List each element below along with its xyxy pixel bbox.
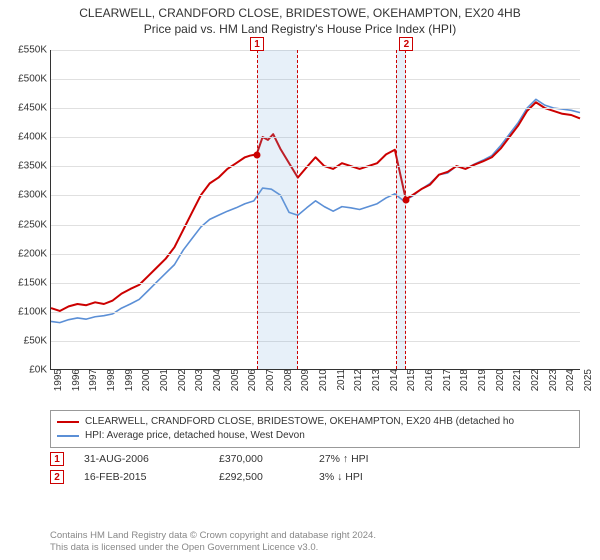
- x-axis-label: 1996: [69, 369, 82, 391]
- transaction-delta: 3% ↓ HPI: [319, 471, 419, 483]
- x-axis-label: 2004: [210, 369, 223, 391]
- title-address: CLEARWELL, CRANDFORD CLOSE, BRIDESTOWE, …: [0, 6, 600, 22]
- legend-label: HPI: Average price, detached house, West…: [85, 429, 305, 443]
- x-axis-label: 1997: [86, 369, 99, 391]
- transaction-index: 2: [50, 470, 64, 484]
- y-axis-label: £250K: [18, 219, 51, 230]
- x-axis-label: 2010: [316, 369, 329, 391]
- legend-item: CLEARWELL, CRANDFORD CLOSE, BRIDESTOWE, …: [57, 415, 573, 429]
- x-axis-label: 2006: [245, 369, 258, 391]
- x-axis-label: 2002: [175, 369, 188, 391]
- x-axis-label: 2000: [139, 369, 152, 391]
- footnote-line2: This data is licensed under the Open Gov…: [50, 542, 376, 554]
- x-axis-label: 2016: [422, 369, 435, 391]
- gridline-h: [51, 341, 580, 342]
- x-axis-label: 2015: [404, 369, 417, 391]
- legend-swatch: [57, 435, 79, 437]
- x-axis-label: 2007: [263, 369, 276, 391]
- x-axis-label: 2014: [387, 369, 400, 391]
- title-block: CLEARWELL, CRANDFORD CLOSE, BRIDESTOWE, …: [0, 0, 600, 37]
- x-axis-label: 2011: [334, 369, 347, 391]
- y-axis-label: £550K: [18, 45, 51, 56]
- x-axis-label: 2009: [298, 369, 311, 391]
- transaction-delta: 27% ↑ HPI: [319, 453, 419, 465]
- gridline-h: [51, 79, 580, 80]
- x-axis-label: 2013: [369, 369, 382, 391]
- y-axis-label: £100K: [18, 306, 51, 317]
- series-property: [51, 102, 580, 311]
- shaded-region: [257, 50, 298, 369]
- gridline-h: [51, 283, 580, 284]
- footnote: Contains HM Land Registry data © Crown c…: [50, 530, 376, 554]
- y-axis-label: £400K: [18, 132, 51, 143]
- gridline-h: [51, 225, 580, 226]
- x-axis-label: 2025: [581, 369, 594, 391]
- legend-label: CLEARWELL, CRANDFORD CLOSE, BRIDESTOWE, …: [85, 415, 514, 429]
- x-axis-label: 2005: [228, 369, 241, 391]
- y-axis-label: £350K: [18, 161, 51, 172]
- y-axis-label: £450K: [18, 103, 51, 114]
- gridline-h: [51, 195, 580, 196]
- x-axis-label: 2022: [528, 369, 541, 391]
- transaction-row: 2 16-FEB-2015£292,5003% ↓ HPI: [50, 468, 419, 486]
- transaction-date: 31-AUG-2006: [84, 453, 219, 465]
- sale-marker-dot: [403, 196, 410, 203]
- transaction-row: 1 31-AUG-2006£370,00027% ↑ HPI: [50, 450, 419, 468]
- x-axis-label: 1995: [51, 369, 64, 391]
- y-axis-label: £500K: [18, 74, 51, 85]
- gridline-h: [51, 312, 580, 313]
- gridline-h: [51, 254, 580, 255]
- line-svg: [51, 50, 580, 369]
- footnote-line1: Contains HM Land Registry data © Crown c…: [50, 530, 376, 542]
- x-axis-label: 2003: [192, 369, 205, 391]
- x-axis-label: 2018: [457, 369, 470, 391]
- x-axis-label: 2001: [157, 369, 170, 391]
- shaded-region: [396, 50, 407, 369]
- y-axis-label: £50K: [24, 335, 51, 346]
- gridline-h: [51, 137, 580, 138]
- y-axis-label: £200K: [18, 248, 51, 259]
- x-axis-label: 2012: [351, 369, 364, 391]
- gridline-h: [51, 166, 580, 167]
- chart-area: £0K £50K £100K £150K £200K £250K £300K £350K £40…: [0, 40, 600, 410]
- gridline-h: [51, 108, 580, 109]
- sale-marker-label: 2: [399, 37, 413, 51]
- sale-marker-dot: [253, 151, 260, 158]
- x-axis-label: 1998: [104, 369, 117, 391]
- x-axis-label: 2008: [281, 369, 294, 391]
- x-axis-label: 2021: [510, 369, 523, 391]
- y-axis-label: £0K: [29, 365, 51, 376]
- plot-area: £0K£50K£100K£150K£200K£250K£300K£350K£40…: [50, 50, 580, 370]
- title-subtitle: Price paid vs. HM Land Registry's House …: [0, 22, 600, 38]
- x-axis-label: 2017: [440, 369, 453, 391]
- legend-swatch: [57, 421, 79, 423]
- x-axis-label: 1999: [122, 369, 135, 391]
- transaction-date: 16-FEB-2015: [84, 471, 219, 483]
- x-axis-label: 2019: [475, 369, 488, 391]
- y-axis-label: £150K: [18, 277, 51, 288]
- y-axis-label: £300K: [18, 190, 51, 201]
- transaction-table: 1 31-AUG-2006£370,00027% ↑ HPI 2 16-FEB-201…: [50, 450, 419, 486]
- transaction-price: £370,000: [219, 453, 319, 465]
- gridline-h: [51, 50, 580, 51]
- x-axis-label: 2024: [563, 369, 576, 391]
- x-axis-label: 2020: [493, 369, 506, 391]
- legend-item: HPI: Average price, detached house, West…: [57, 429, 573, 443]
- x-axis-label: 2023: [546, 369, 559, 391]
- chart-container: CLEARWELL, CRANDFORD CLOSE, BRIDESTOWE, …: [0, 0, 600, 560]
- legend: CLEARWELL, CRANDFORD CLOSE, BRIDESTOWE, …: [50, 410, 580, 448]
- transaction-price: £292,500: [219, 471, 319, 483]
- transaction-index: 1: [50, 452, 64, 466]
- sale-marker-label: 1: [250, 37, 264, 51]
